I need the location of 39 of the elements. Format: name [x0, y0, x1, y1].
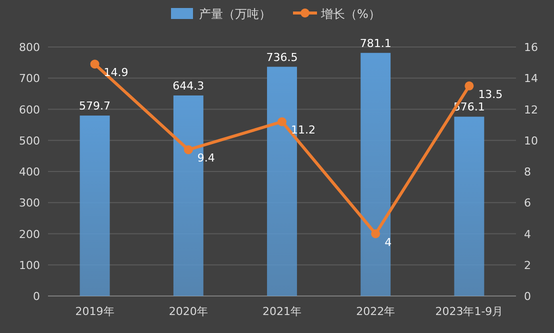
- x-tick-label: 2019年: [75, 305, 114, 318]
- y2-tick-label: 8: [524, 166, 531, 178]
- y-tick-label: 300: [19, 196, 40, 210]
- x-tick-label: 2020年: [168, 305, 208, 318]
- x-tick-label: 2022年: [356, 305, 396, 318]
- y2-tick-label: 6: [524, 196, 531, 210]
- point: [90, 60, 100, 69]
- x-tick-label: 2023年1-9月: [435, 305, 504, 318]
- data-label: 13.5: [478, 88, 503, 101]
- y2-tick-label: 16: [524, 41, 538, 54]
- y2-tick-label: 14: [524, 72, 538, 86]
- y2-tick-label: 0: [524, 290, 531, 303]
- y-tick-label: 600: [19, 103, 40, 116]
- point: [278, 117, 286, 126]
- y-tick-label: 700: [19, 72, 40, 86]
- x-tick-label: 2021年: [262, 305, 302, 318]
- bar: [360, 52, 391, 296]
- data-label: 14.9: [104, 66, 128, 80]
- y-tick-label: 0: [33, 290, 40, 303]
- legend-label: 产量（万吨）: [199, 7, 271, 21]
- point: [184, 145, 193, 154]
- legend-label: 增长（%）: [320, 7, 380, 21]
- y2-tick-label: 2: [524, 258, 531, 272]
- y-tick-label: 400: [19, 166, 40, 178]
- y-tick-label: 200: [19, 228, 40, 241]
- y2-tick-label: 10: [524, 134, 538, 148]
- y2-tick-label: 12: [524, 103, 538, 116]
- point: [464, 81, 474, 90]
- data-label: 781.1: [360, 36, 392, 50]
- bar: [454, 116, 484, 296]
- y-tick-label: 500: [19, 134, 40, 148]
- point: [371, 229, 380, 238]
- bar: [80, 116, 110, 296]
- data-label: 736.5: [266, 50, 298, 64]
- y2-tick-label: 4: [524, 228, 531, 241]
- y-tick-label: 800: [19, 41, 40, 54]
- y-tick-label: 100: [19, 258, 40, 272]
- data-label: 579.7: [79, 100, 111, 113]
- data-label: 644.3: [172, 79, 204, 92]
